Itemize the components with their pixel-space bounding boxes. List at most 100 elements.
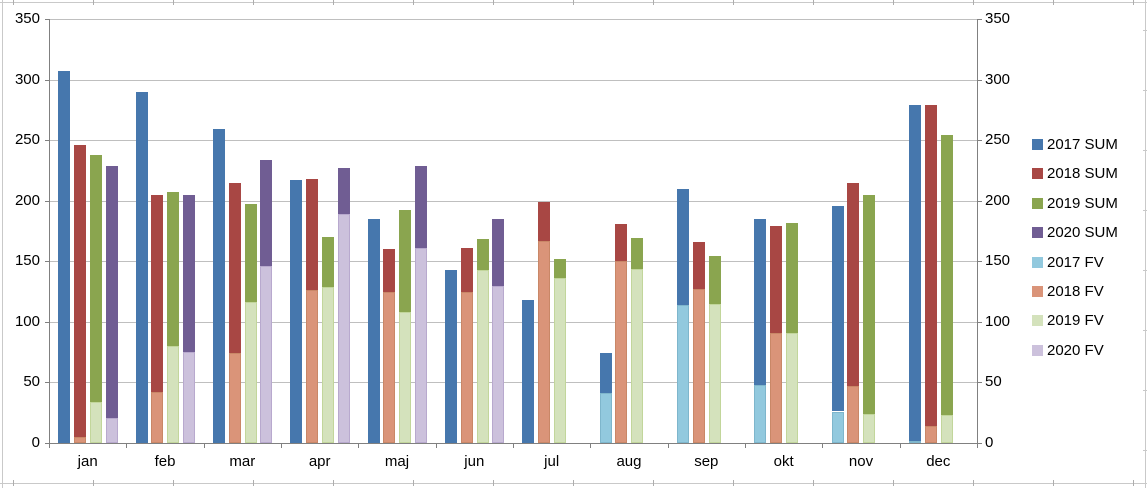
bar-2018-fv-maj[interactable]: [383, 291, 396, 443]
bar-2018-sum-nov[interactable]: [847, 182, 860, 387]
y-axis-label-left: 0: [31, 434, 40, 451]
x-axis-label-dec: dec: [926, 453, 951, 470]
bar-2017-sum-okt[interactable]: [754, 218, 767, 385]
bar-2019-sum-jun[interactable]: [476, 239, 489, 270]
bar-2019-sum-jan[interactable]: [89, 154, 102, 402]
bar-2017-sum-nov[interactable]: [831, 205, 844, 412]
legend-swatch-icon: [1032, 256, 1043, 268]
x-axis-tick: [513, 443, 514, 448]
bar-2019-sum-maj[interactable]: [399, 210, 412, 313]
bar-2019-fv-apr[interactable]: [321, 286, 334, 443]
y-axis-label-right: 50: [985, 373, 1002, 391]
legend-item-2020-sum[interactable]: 2020 SUM: [1032, 225, 1142, 241]
bar-2018-fv-feb[interactable]: [151, 392, 164, 443]
bar-2017-fv-nov[interactable]: [831, 411, 844, 443]
bar-2018-sum-dec[interactable]: [924, 105, 937, 427]
bar-2020-fv-jun[interactable]: [492, 285, 505, 443]
bar-2019-sum-sep[interactable]: [708, 256, 721, 304]
bar-2019-fv-jan[interactable]: [89, 401, 102, 443]
bar-2019-sum-nov[interactable]: [863, 194, 876, 414]
bar-2018-sum-sep[interactable]: [692, 241, 705, 290]
bar-2019-fv-feb[interactable]: [167, 346, 180, 443]
bar-2018-fv-jun[interactable]: [460, 291, 473, 443]
bar-2018-fv-dec[interactable]: [924, 426, 937, 443]
bar-2018-sum-jul[interactable]: [538, 201, 551, 241]
bar-2020-fv-maj[interactable]: [415, 247, 428, 443]
x-axis-label-feb: feb: [154, 453, 176, 470]
bar-2019-sum-feb[interactable]: [167, 192, 180, 347]
bar-2018-fv-sep[interactable]: [692, 289, 705, 443]
legend-item-2017-fv[interactable]: 2017 FV: [1032, 254, 1142, 271]
bar-2018-sum-jan[interactable]: [74, 144, 87, 437]
legend-item-2017-sum[interactable]: 2017 SUM: [1032, 137, 1142, 153]
bar-2017-sum-apr[interactable]: [290, 180, 303, 443]
bar-2018-sum-aug[interactable]: [615, 223, 628, 262]
bar-2019-fv-mar[interactable]: [244, 302, 257, 443]
bar-2017-sum-feb[interactable]: [135, 91, 148, 443]
y-axis-tick: [45, 443, 49, 444]
bar-2017-sum-aug[interactable]: [599, 353, 612, 394]
bar-2017-fv-aug[interactable]: [599, 393, 612, 443]
bar-2019-sum-apr[interactable]: [321, 237, 334, 287]
sheet-column-line: [1145, 0, 1146, 488]
bar-2019-fv-jul[interactable]: [553, 278, 566, 443]
bar-2017-fv-sep[interactable]: [676, 304, 689, 443]
legend-item-2018-sum[interactable]: 2018 SUM: [1032, 166, 1142, 182]
bar-2019-fv-okt[interactable]: [785, 332, 798, 443]
bar-2017-fv-okt[interactable]: [754, 384, 767, 443]
bar-2018-sum-apr[interactable]: [306, 178, 319, 291]
bar-2019-fv-sep[interactable]: [708, 303, 721, 443]
bar-2020-fv-jan[interactable]: [105, 417, 118, 443]
legend-item-2020-fv[interactable]: 2020 FV: [1032, 342, 1142, 359]
bar-2019-sum-mar[interactable]: [244, 204, 257, 303]
bar-2020-fv-apr[interactable]: [337, 214, 350, 443]
bar-2019-fv-jun[interactable]: [476, 269, 489, 443]
bar-2018-sum-jun[interactable]: [460, 247, 473, 292]
bar-2017-sum-mar[interactable]: [212, 129, 225, 443]
bar-2017-sum-jan[interactable]: [58, 71, 71, 443]
y-axis-label-left: 100: [14, 312, 40, 330]
bar-2018-fv-jan[interactable]: [74, 436, 87, 443]
bar-2020-fv-feb[interactable]: [183, 352, 196, 443]
legend-item-2018-fv[interactable]: 2018 FV: [1032, 284, 1142, 300]
bar-2019-sum-jul[interactable]: [553, 258, 566, 279]
bar-2020-sum-maj[interactable]: [415, 165, 428, 248]
bar-2020-sum-apr[interactable]: [337, 168, 350, 215]
bar-2018-sum-feb[interactable]: [151, 194, 164, 393]
bar-2017-sum-jul[interactable]: [522, 300, 535, 443]
bar-2018-fv-aug[interactable]: [615, 261, 628, 443]
bar-2018-sum-mar[interactable]: [228, 182, 241, 354]
legend-item-2019-fv[interactable]: 2019 FV: [1032, 313, 1142, 329]
bar-2018-sum-maj[interactable]: [383, 249, 396, 292]
bar-2020-sum-jun[interactable]: [492, 218, 505, 286]
bar-2018-fv-apr[interactable]: [306, 290, 319, 443]
y-axis-label-right: 200: [985, 191, 1011, 209]
bar-2017-sum-jun[interactable]: [444, 269, 457, 443]
legend-item-2019-sum[interactable]: 2019 SUM: [1032, 195, 1142, 212]
y-axis-tick: [977, 140, 982, 142]
bar-2020-fv-mar[interactable]: [260, 266, 273, 443]
bar-2019-sum-dec[interactable]: [940, 135, 953, 416]
bar-2017-sum-dec[interactable]: [908, 105, 921, 441]
bar-2019-fv-maj[interactable]: [399, 312, 412, 443]
bar-2017-sum-maj[interactable]: [367, 218, 380, 443]
bar-2020-sum-feb[interactable]: [183, 194, 196, 353]
bar-2020-sum-jan[interactable]: [105, 165, 118, 418]
sheet-column-tick: [573, 480, 574, 486]
bar-2020-sum-mar[interactable]: [260, 159, 273, 267]
bar-2019-fv-nov[interactable]: [863, 413, 876, 443]
bar-2019-sum-okt[interactable]: [785, 222, 798, 333]
bar-2018-fv-mar[interactable]: [228, 353, 241, 443]
bar-2019-fv-dec[interactable]: [940, 415, 953, 443]
bar-2018-sum-okt[interactable]: [770, 226, 783, 333]
bar-2018-fv-okt[interactable]: [770, 332, 783, 443]
bar-2019-fv-aug[interactable]: [631, 268, 644, 443]
bar-2017-fv-dec[interactable]: [908, 440, 921, 443]
bar-2019-sum-aug[interactable]: [631, 238, 644, 269]
sheet-column-line: [2, 0, 3, 488]
bar-2018-fv-jul[interactable]: [538, 240, 551, 443]
bar-2018-fv-nov[interactable]: [847, 386, 860, 443]
bar-2017-sum-sep[interactable]: [676, 188, 689, 305]
x-axis-label-apr: apr: [308, 453, 331, 470]
y-axis-tick: [977, 382, 982, 384]
